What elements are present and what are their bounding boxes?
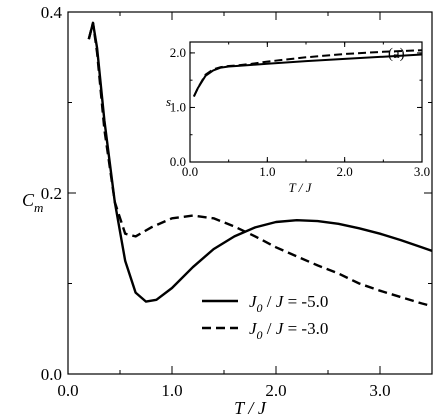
inset-series-dashed-line	[192, 49, 423, 97]
inset-tick-labels: 0.0 1.0 2.0 3.0 0.0 1.0 2.0	[170, 45, 430, 179]
legend-label-solid: J0 / J = -5.0	[249, 292, 328, 315]
main-x-tick-label: 2.0	[265, 381, 286, 400]
inset-x-tick-label: 3.0	[414, 164, 430, 179]
main-y-tick-label: 0.2	[41, 184, 62, 203]
inset-series-solid-line	[192, 53, 423, 97]
main-x-axis-label: T / J	[234, 398, 267, 418]
inset-y-axis-label: s	[166, 94, 171, 109]
legend-label-dashed: J0 / J = -3.0	[249, 319, 328, 342]
main-y-tick-label: 0.0	[41, 365, 62, 384]
inset-x-tick-label: 0.0	[182, 164, 198, 179]
main-y-tick-label: 0.4	[41, 3, 63, 22]
inset-ticks	[189, 42, 423, 163]
inset-y-tick-label: 2.0	[170, 45, 186, 60]
inset-x-tick-label: 2.0	[337, 164, 353, 179]
main-ticks	[67, 11, 432, 375]
inset-y-tick-label: 1.0	[170, 99, 186, 114]
inset-panel-label: (a)	[388, 46, 405, 62]
main-x-tick-label: 0.0	[57, 381, 78, 400]
main-x-tick-label: 3.0	[369, 381, 390, 400]
main-series	[87, 21, 433, 308]
inset-series	[192, 49, 423, 97]
main-x-tick-label: 1.0	[161, 381, 182, 400]
inset-x-axis-label: T / J	[289, 180, 313, 195]
legend: J0 / J = -5.0 J0 / J = -3.0	[202, 292, 328, 342]
main-tick-labels: 0.0 1.0 2.0 3.0 0.0 0.2 0.4	[41, 3, 391, 400]
inset-y-tick-label: 0.0	[170, 154, 186, 169]
main-series-dashed-line	[87, 21, 433, 308]
inset-x-tick-label: 1.0	[259, 164, 275, 179]
